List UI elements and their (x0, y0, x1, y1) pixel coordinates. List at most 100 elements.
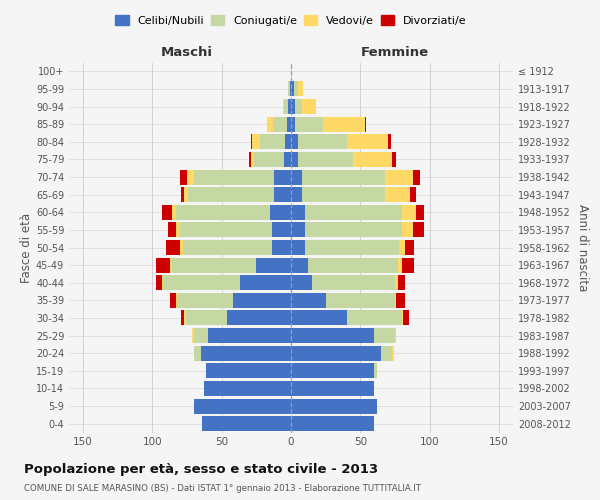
Bar (283, 99, 284, 114)
Bar (392, 152, 397, 167)
Bar (250, 152, 251, 167)
Bar (288, 82, 290, 96)
Bar (305, 222, 402, 238)
Bar (291, 398, 377, 413)
Bar (410, 187, 416, 202)
Bar (179, 222, 272, 238)
Bar (194, 398, 291, 413)
Bar (381, 346, 392, 360)
Bar (208, 328, 291, 343)
Bar (402, 258, 415, 272)
Bar (305, 240, 399, 255)
Bar (291, 381, 374, 396)
Bar (291, 99, 295, 114)
Bar (353, 152, 392, 167)
Bar (398, 258, 402, 272)
Bar (294, 82, 298, 96)
Bar (374, 328, 395, 343)
Bar (291, 328, 374, 343)
Bar (239, 275, 291, 290)
Bar (180, 240, 183, 255)
Bar (172, 205, 176, 220)
Bar (291, 82, 294, 96)
Bar (374, 364, 377, 378)
Bar (298, 82, 304, 96)
Bar (157, 258, 170, 272)
Bar (291, 187, 302, 202)
Bar (385, 187, 410, 202)
Text: Popolazione per età, sesso e stato civile - 2013: Popolazione per età, sesso e stato civil… (24, 462, 378, 475)
Bar (295, 99, 302, 114)
Bar (163, 275, 239, 290)
Bar (274, 187, 291, 202)
Bar (194, 170, 274, 184)
Bar (260, 134, 286, 150)
Bar (291, 116, 295, 132)
Bar (162, 275, 163, 290)
Bar (291, 293, 326, 308)
Bar (177, 293, 233, 308)
Bar (291, 275, 312, 290)
Bar (395, 275, 398, 290)
Bar (302, 187, 385, 202)
Bar (326, 293, 395, 308)
Bar (166, 240, 180, 255)
Y-axis label: Anni di nascita: Anni di nascita (576, 204, 589, 291)
Bar (392, 346, 394, 360)
Legend: Celibi/Nubili, Coniugati/e, Vedovi/e, Divorziati/e: Celibi/Nubili, Coniugati/e, Vedovi/e, Di… (111, 10, 471, 30)
Bar (403, 310, 409, 326)
Bar (206, 364, 291, 378)
Bar (176, 293, 177, 308)
Bar (405, 240, 415, 255)
Bar (284, 152, 291, 167)
Bar (273, 116, 287, 132)
Bar (170, 293, 176, 308)
Bar (291, 346, 381, 360)
Bar (286, 134, 291, 150)
Bar (399, 240, 405, 255)
Bar (385, 170, 413, 184)
Bar (193, 328, 194, 343)
Bar (290, 82, 291, 96)
Bar (291, 310, 347, 326)
Bar (397, 293, 405, 308)
Bar (291, 416, 374, 431)
Bar (295, 116, 323, 132)
Bar (251, 152, 254, 167)
Bar (298, 134, 347, 150)
Bar (181, 310, 184, 326)
Bar (395, 328, 397, 343)
Bar (291, 364, 374, 378)
Bar (167, 222, 176, 238)
Bar (291, 134, 298, 150)
Bar (268, 116, 273, 132)
Bar (413, 222, 424, 238)
Bar (347, 134, 388, 150)
Bar (413, 170, 420, 184)
Bar (188, 187, 274, 202)
Bar (395, 293, 397, 308)
Bar (388, 134, 391, 150)
Bar (227, 310, 291, 326)
Bar (308, 258, 398, 272)
Bar (254, 152, 284, 167)
Bar (291, 205, 305, 220)
Bar (194, 346, 201, 360)
Bar (256, 258, 291, 272)
Bar (251, 134, 252, 150)
Bar (183, 240, 272, 255)
Text: COMUNE DI SALE MARASINO (BS) - Dati ISTAT 1° gennaio 2013 - Elaborazione TUTTITA: COMUNE DI SALE MARASINO (BS) - Dati ISTA… (24, 484, 421, 493)
Bar (291, 170, 302, 184)
Bar (201, 346, 291, 360)
Bar (185, 310, 227, 326)
Bar (291, 64, 292, 79)
Bar (181, 187, 184, 202)
Bar (203, 381, 291, 396)
Bar (252, 134, 260, 150)
Bar (288, 99, 291, 114)
Bar (170, 258, 172, 272)
Bar (365, 116, 366, 132)
Bar (312, 275, 395, 290)
Bar (402, 205, 416, 220)
Bar (323, 116, 365, 132)
